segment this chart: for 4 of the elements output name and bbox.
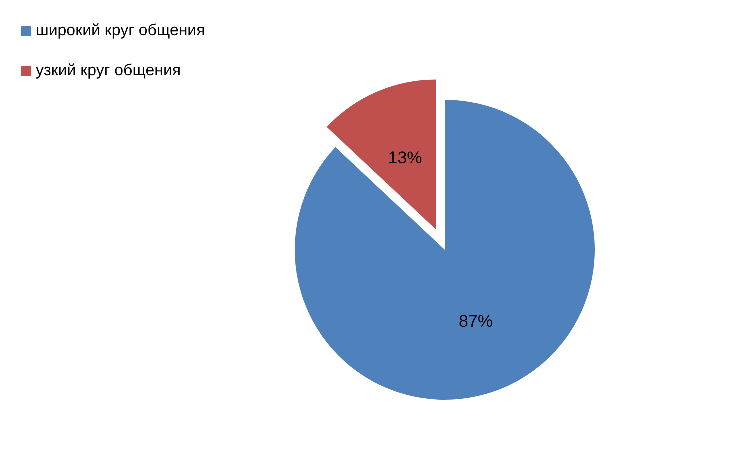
legend-label: узкий круг общения [36,62,182,80]
data-label: 87% [458,312,493,332]
legend-label: широкий круг общения [36,22,206,40]
data-label: 13% [388,148,422,168]
